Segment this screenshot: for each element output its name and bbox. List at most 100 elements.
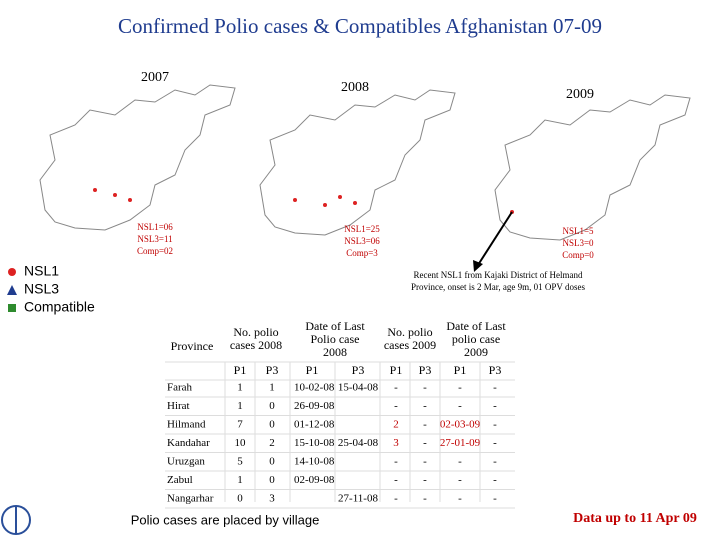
table-cell: 0 (269, 419, 275, 431)
table-cell: - (423, 419, 427, 431)
table-cell: 10 (235, 437, 247, 449)
case-dot (93, 188, 97, 192)
legend-label: NSL3 (24, 281, 59, 297)
table-cell: - (458, 474, 462, 486)
case-dot (293, 198, 297, 202)
table-cell: 0 (269, 474, 275, 486)
content: 2007NSL1=06NSL3=11Comp=022008NSL1=25NSL3… (7, 70, 697, 527)
map-year: 2009 (566, 87, 594, 102)
table-cell: - (493, 400, 497, 412)
table-cell: 1 (269, 382, 275, 394)
header-line: Date of Last (446, 319, 506, 333)
header-line: No. polio (233, 325, 278, 339)
table-cell: - (493, 493, 497, 505)
table-cell: 02-09-08 (294, 474, 335, 486)
table-cell: 10-02-08 (294, 382, 335, 394)
data-note: Data up to 11 Apr 09 (573, 511, 697, 526)
table-cell: 2 (269, 437, 275, 449)
table-cell: 26-09-08 (294, 400, 335, 412)
table-cell: Uruzgan (167, 456, 205, 468)
legend-marker (7, 285, 17, 295)
table-cell: - (458, 456, 462, 468)
table-cell: Kandahar (167, 437, 210, 449)
table-cell: 0 (237, 493, 243, 505)
map-stat: NSL3=11 (137, 234, 172, 244)
map-stat: NSL3=06 (344, 236, 380, 246)
table-cell: 01-12-08 (294, 419, 335, 431)
header-line: polio case (452, 332, 500, 346)
map-2009 (494, 94, 691, 241)
table-subheader: P1 (454, 363, 467, 377)
table-cell: Zabul (167, 474, 193, 486)
map-outline (259, 89, 456, 236)
map-outline (39, 84, 236, 231)
legend-label: Compatible (24, 299, 95, 315)
annotation: Province, onset is 2 Mar, age 9m, 01 OPV… (411, 282, 585, 292)
map-outline (494, 94, 691, 241)
table-subheader: P1 (390, 363, 403, 377)
table-cell: - (423, 437, 427, 449)
case-dot (338, 195, 342, 199)
table-cell: - (493, 437, 497, 449)
legend-marker (8, 304, 16, 312)
table-cell: 0 (269, 456, 275, 468)
header-line: Date of Last (305, 319, 365, 333)
legend-marker (8, 268, 16, 276)
table-subheader: P1 (306, 363, 319, 377)
case-dot (323, 203, 327, 207)
table-cell: 14-10-08 (294, 456, 335, 468)
header-line: cases 2008 (230, 338, 282, 352)
table-cell: - (423, 382, 427, 394)
table-cell: 02-03-09 (440, 419, 481, 431)
table-header: Date of Last polio case 2009 (446, 319, 506, 359)
title: Confirmed Polio cases & Compatibles Afgh… (118, 14, 602, 38)
table-cell: 0 (269, 400, 275, 412)
map-stat: NSL1=06 (137, 222, 173, 232)
table-cell: - (458, 493, 462, 505)
map-year: 2008 (341, 80, 369, 95)
map-2008 (259, 89, 456, 236)
table-cell: 7 (237, 419, 243, 431)
table-cell: 25-04-08 (338, 437, 379, 449)
map-stat: Comp=3 (346, 248, 378, 258)
table-cell: - (394, 400, 398, 412)
table-cell: - (423, 456, 427, 468)
table-cell: 27-01-09 (440, 437, 481, 449)
header-line: cases 2009 (384, 338, 436, 352)
table-header: Province (171, 339, 214, 353)
map-2007 (39, 84, 236, 231)
table-cell: - (423, 474, 427, 486)
table-cell: 2 (393, 419, 399, 431)
table-cell: Nangarhar (167, 493, 214, 505)
table-cell: 15-10-08 (294, 437, 335, 449)
footer: Polio cases are placed by village (131, 512, 320, 527)
table-cell: 5 (237, 456, 243, 468)
table-cell: 3 (269, 493, 275, 505)
table-cell: - (493, 474, 497, 486)
table-cell: - (394, 382, 398, 394)
case-dot (353, 201, 357, 205)
case-dot (128, 198, 132, 202)
legend-label: NSL1 (24, 263, 59, 279)
header-line: Province (171, 339, 214, 353)
table-header: Date of Last Polio case 2008 (305, 319, 365, 359)
map-stat: NSL3=0 (562, 238, 594, 248)
annotation: Recent NSL1 from Kajaki District of Helm… (414, 270, 583, 280)
table-header: No. polio cases 2009 (384, 325, 436, 352)
table-subheader: P3 (489, 363, 502, 377)
header-line: Polio case (311, 332, 360, 346)
who-logo (1, 505, 31, 535)
map-stat: NSL1=25 (344, 224, 380, 234)
table-cell: 3 (393, 437, 399, 449)
table-cell: - (458, 400, 462, 412)
table-cell: 15-04-08 (338, 382, 379, 394)
arrow-head (473, 260, 483, 272)
table-cell: 1 (237, 382, 243, 394)
header-line: 2008 (323, 345, 347, 359)
table-cell: 1 (237, 400, 243, 412)
table-subheader: P1 (234, 363, 247, 377)
map-year: 2007 (141, 70, 169, 85)
table-cell: - (493, 419, 497, 431)
table-cell: - (493, 382, 497, 394)
